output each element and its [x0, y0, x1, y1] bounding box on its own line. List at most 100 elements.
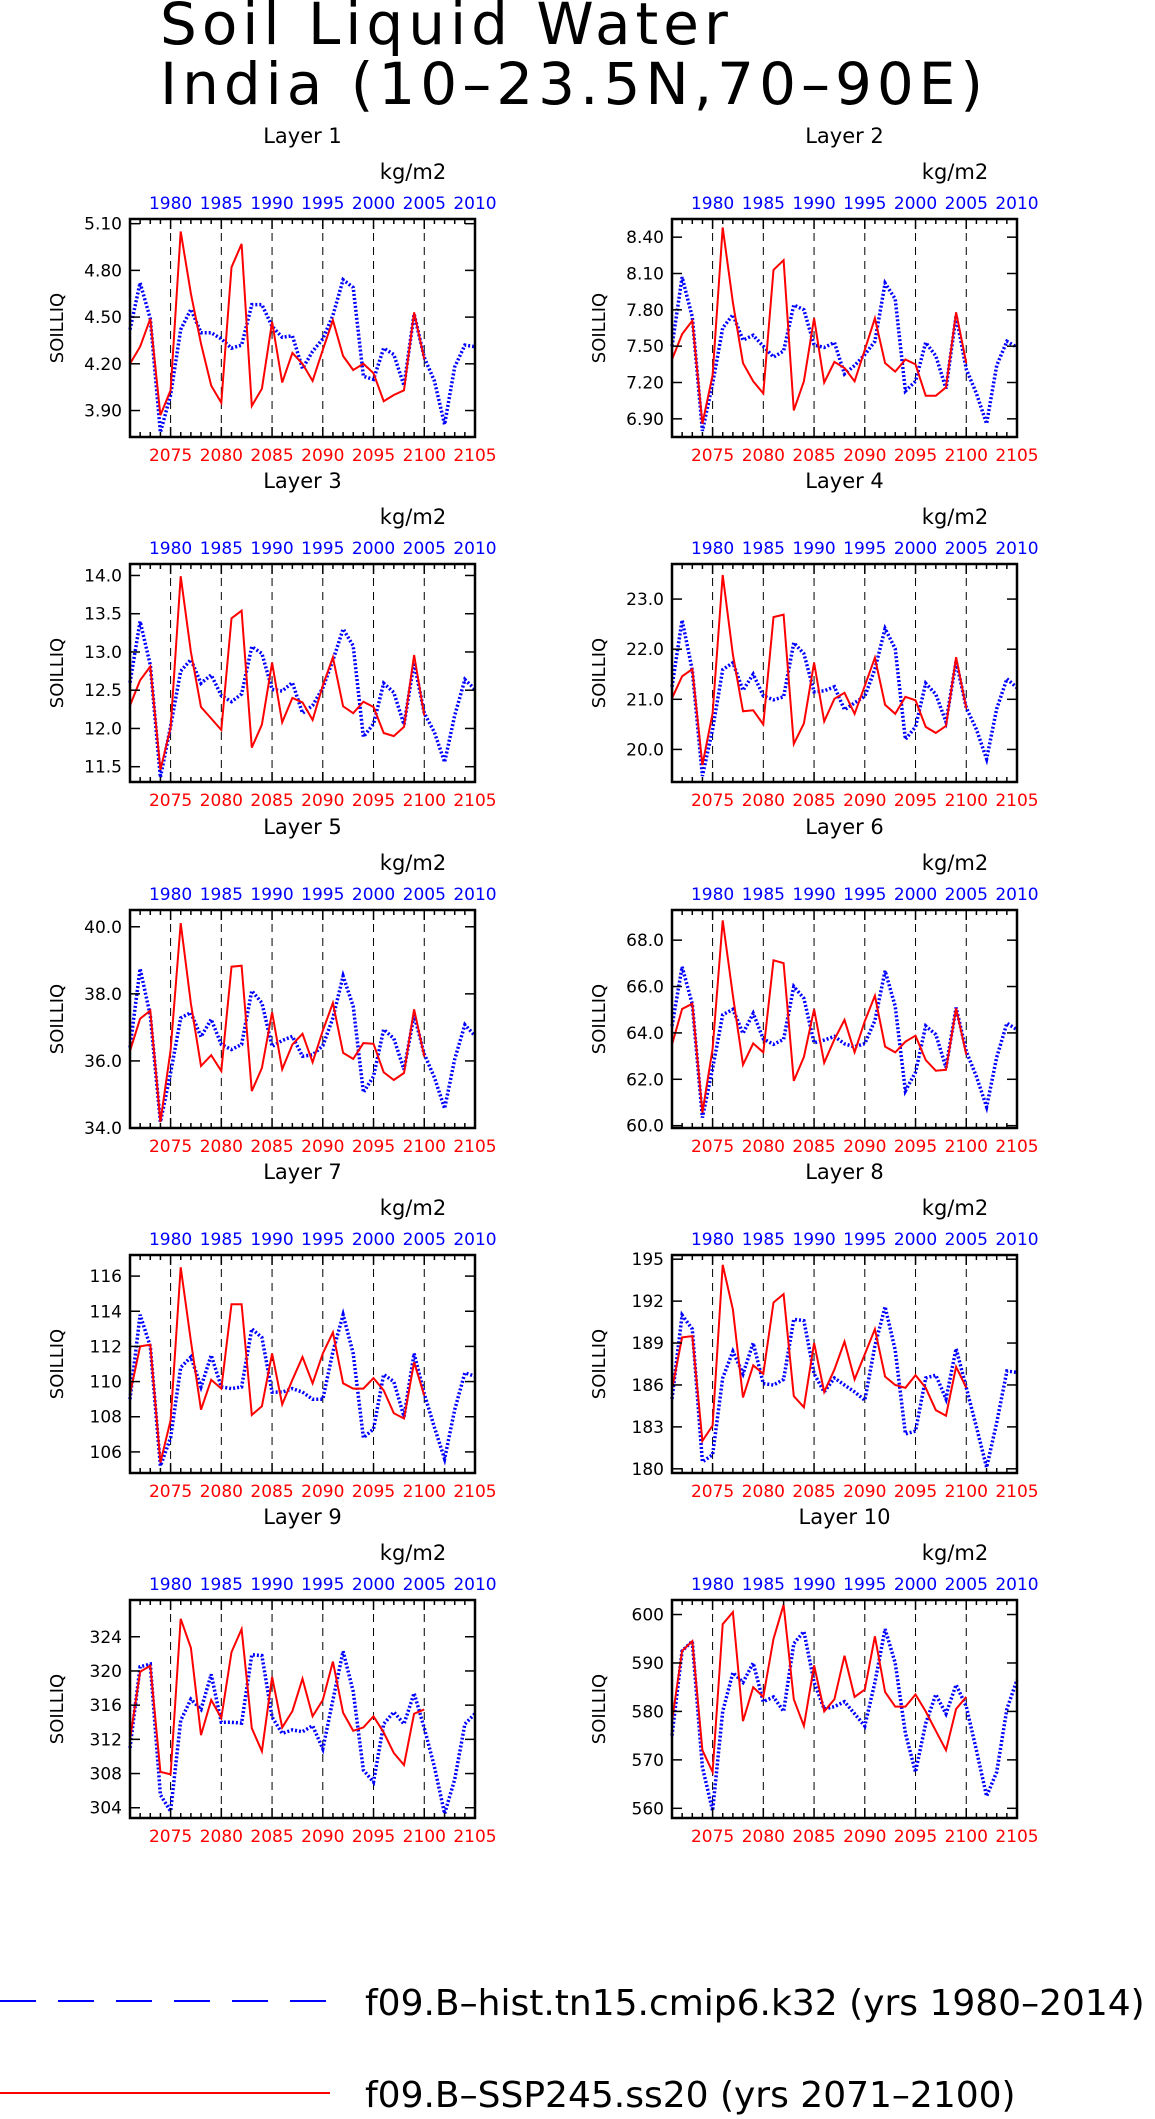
x-tick-label-bottom: 2080	[200, 1827, 243, 1847]
x-tick-label-top: 1980	[149, 1230, 192, 1250]
x-tick-label-top: 2010	[453, 1575, 496, 1595]
series-line-ssp	[671, 1264, 968, 1444]
layer-panel-2: Layer 2 kg/m2 SOILLIQ 2075 2080 2085 2090 2095 2…	[589, 124, 1039, 466]
y-axis-label: SOILLIQ	[47, 1674, 68, 1744]
series-line-ssp	[129, 1267, 426, 1463]
x-tick-label-top: 1995	[301, 1575, 344, 1595]
x-tick-label-top: 1995	[843, 194, 886, 214]
units-label: kg/m2	[380, 505, 446, 529]
y-tick-label: 4.20	[84, 355, 122, 375]
y-tick-label: 108	[90, 1408, 122, 1428]
y-axis-label: SOILLIQ	[589, 638, 610, 708]
y-tick-label: 36.0	[84, 1052, 122, 1072]
x-tick-label-bottom: 2085	[792, 1482, 835, 1502]
y-tick-label: 8.10	[626, 265, 664, 285]
y-tick-label: 7.20	[626, 374, 664, 394]
legend-label-hist: f09.B–hist.tn15.cmip6.k32 (yrs 1980–2014…	[365, 1983, 1145, 2024]
panel-title: Layer 10	[799, 1505, 891, 1529]
x-tick-label-top: 2010	[453, 885, 496, 905]
y-tick-label: 23.0	[626, 590, 664, 610]
x-tick-label-bottom: 2085	[792, 1137, 835, 1157]
x-tick-label-bottom: 2100	[403, 1827, 446, 1847]
y-axis-label: SOILLIQ	[589, 1329, 610, 1399]
y-tick-label: 180	[632, 1460, 664, 1480]
x-tick-label-top: 2000	[894, 1575, 937, 1595]
y-tick-label: 40.0	[84, 918, 122, 938]
x-tick-label-top: 1985	[742, 1575, 785, 1595]
y-tick-label: 308	[90, 1765, 122, 1785]
x-tick-label-bottom: 2105	[995, 1482, 1038, 1502]
y-tick-label: 6.90	[626, 410, 664, 430]
series-line-hist	[128, 1650, 477, 1817]
y-axis-label: SOILLIQ	[589, 1674, 610, 1744]
x-tick-label-bottom: 2090	[843, 1137, 886, 1157]
layer-panel-9: Layer 9 kg/m2 SOILLIQ 2075 2080 2085 2090 2095 2…	[47, 1505, 497, 1847]
x-tick-label-bottom: 2090	[843, 791, 886, 811]
layer-panel-7: Layer 7 kg/m2 SOILLIQ 2075 2080 2085 2090 2095 2…	[47, 1160, 497, 1502]
x-tick-label-top: 2010	[995, 885, 1038, 905]
x-tick-label-bottom: 2075	[149, 446, 192, 466]
y-tick-label: 13.5	[84, 605, 122, 625]
x-tick-label-top: 1980	[691, 885, 734, 905]
x-tick-label-top: 2000	[894, 885, 937, 905]
units-label: kg/m2	[380, 160, 446, 184]
x-tick-label-bottom: 2075	[149, 791, 192, 811]
y-tick-label: 116	[90, 1267, 122, 1287]
x-tick-label-top: 2000	[352, 194, 395, 214]
x-tick-label-top: 2010	[995, 1230, 1038, 1250]
x-tick-label-top: 1985	[742, 539, 785, 559]
x-tick-label-bottom: 2105	[995, 1827, 1038, 1847]
x-tick-label-top: 1990	[792, 885, 835, 905]
series-line-hist	[128, 1308, 476, 1467]
x-tick-label-top: 2000	[352, 539, 395, 559]
legend: f09.B–hist.tn15.cmip6.k32 (yrs 1980–2014…	[0, 1983, 1145, 2116]
layer-panel-5: Layer 5 kg/m2 SOILLIQ 2075 2080 2085 2090 2095 2…	[47, 815, 497, 1157]
y-tick-label: 68.0	[626, 931, 664, 951]
plot-frame	[128, 1253, 477, 1475]
x-tick-label-bottom: 2100	[945, 1137, 988, 1157]
layer-panel-3: Layer 3 kg/m2 SOILLIQ 2075 2080 2085 2090 2095 2…	[47, 469, 497, 811]
x-tick-label-top: 2005	[403, 539, 446, 559]
layer-panel-6: Layer 6 kg/m2 SOILLIQ 2075 2080 2085 2090 2095 2…	[589, 815, 1039, 1157]
plot-frame	[670, 217, 1019, 439]
y-tick-label: 580	[632, 1702, 664, 1722]
series-line-ssp	[671, 920, 968, 1113]
x-tick-label-bottom: 2075	[149, 1827, 192, 1847]
series-line-ssp	[671, 574, 968, 766]
layer-panel-1: Layer 1 kg/m2 SOILLIQ 2075 2080 2085 2090 2095 2…	[47, 124, 497, 466]
x-tick-label-bottom: 2095	[894, 1482, 937, 1502]
units-label: kg/m2	[922, 1541, 988, 1565]
y-tick-label: 4.50	[84, 308, 122, 328]
x-tick-label-top: 2005	[945, 1575, 988, 1595]
y-tick-label: 590	[632, 1654, 664, 1674]
x-tick-label-top: 1990	[250, 539, 293, 559]
units-label: kg/m2	[922, 505, 988, 529]
x-tick-label-top: 1995	[301, 1230, 344, 1250]
x-tick-label-top: 1985	[742, 885, 785, 905]
x-tick-label-top: 1985	[200, 1575, 243, 1595]
x-tick-label-top: 2010	[995, 194, 1038, 214]
units-label: kg/m2	[922, 1196, 988, 1220]
x-tick-label-bottom: 2075	[691, 1827, 734, 1847]
x-tick-label-top: 1995	[843, 1575, 886, 1595]
title-line-1: Soil Liquid Water	[160, 0, 733, 58]
y-axis-label: SOILLIQ	[47, 1329, 68, 1399]
y-tick-label: 114	[90, 1302, 122, 1322]
series-line-ssp	[129, 576, 426, 771]
y-tick-label: 4.80	[84, 261, 122, 281]
x-tick-label-bottom: 2075	[691, 1137, 734, 1157]
x-tick-label-bottom: 2095	[352, 1482, 395, 1502]
y-tick-label: 312	[90, 1730, 122, 1750]
x-tick-label-top: 2005	[945, 885, 988, 905]
legend-label-ssp: f09.B–SSP245.ss20 (yrs 2071–2100)	[365, 2075, 1016, 2116]
x-tick-label-top: 1980	[149, 885, 192, 905]
panel-title: Layer 4	[805, 469, 884, 493]
y-axis-label: SOILLIQ	[47, 293, 68, 363]
x-tick-label-bottom: 2080	[200, 446, 243, 466]
x-tick-label-bottom: 2075	[691, 446, 734, 466]
y-tick-label: 21.0	[626, 690, 664, 710]
x-tick-label-top: 1980	[691, 539, 734, 559]
panel-title: Layer 2	[805, 124, 884, 148]
y-tick-label: 64.0	[626, 1024, 664, 1044]
x-tick-label-top: 1980	[691, 1575, 734, 1595]
